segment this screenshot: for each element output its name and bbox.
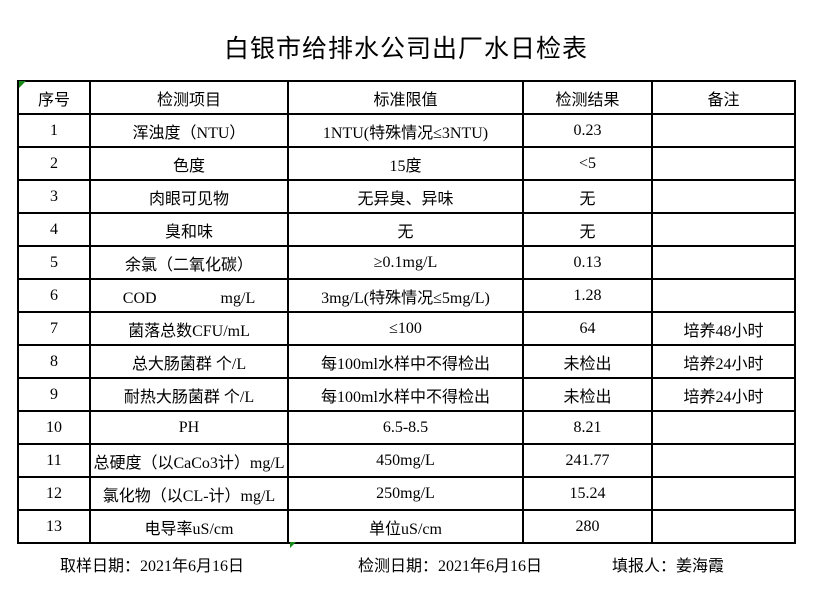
cell-limit: 无异臭、异味 xyxy=(287,179,524,214)
cell-limit: 6.5-8.5 xyxy=(287,410,524,445)
table-row: 1 浑浊度（NTU） 1NTU(特殊情况≤3NTU) 0.23 xyxy=(17,113,796,148)
cell-result: 280 xyxy=(522,509,653,544)
cell-note xyxy=(651,245,796,280)
footer: 取样日期：2021年6月16日 检测日期：2021年6月16日 填报人：姜海霞 xyxy=(0,552,827,575)
column-header: 序号 xyxy=(17,80,91,115)
cell-item: 耐热大肠菌群 个/L xyxy=(89,377,289,412)
cell-result: 1.28 xyxy=(522,278,653,313)
cell-item: PH xyxy=(89,410,289,445)
cell-no: 6 xyxy=(17,278,91,313)
cell-note xyxy=(651,146,796,181)
cell-note xyxy=(651,410,796,445)
cell-no: 7 xyxy=(17,311,91,346)
table-row: 2 色度 15度 <5 xyxy=(17,146,796,181)
cell-item: 肉眼可见物 xyxy=(89,179,289,214)
cell-result: 8.21 xyxy=(522,410,653,445)
cell-note xyxy=(651,179,796,214)
cell-result: 15.24 xyxy=(522,476,653,511)
table-row: 13 电导率uS/cm 单位uS/cm 280 xyxy=(17,509,796,544)
sampling-date-label: 取样日期：2021年6月16日 xyxy=(60,558,245,575)
cell-result: 未检出 xyxy=(522,344,653,379)
cell-no: 3 xyxy=(17,179,91,214)
cell-result: 64 xyxy=(522,311,653,346)
cell-no: 8 xyxy=(17,344,91,379)
cell-no: 11 xyxy=(17,443,91,478)
cell-item: 余氯（二氧化碳） xyxy=(89,245,289,280)
cell-no: 2 xyxy=(17,146,91,181)
table-row: 5 余氯（二氧化碳） ≥0.1mg/L 0.13 xyxy=(17,245,796,280)
cell-limit: 450mg/L xyxy=(287,443,524,478)
cell-no: 1 xyxy=(17,113,91,148)
column-header: 备注 xyxy=(651,80,796,115)
column-header: 检测项目 xyxy=(89,80,289,115)
cell-item: 电导率uS/cm xyxy=(89,509,289,544)
cell-item: COD mg/L xyxy=(89,278,289,313)
cell-item: 总硬度（以CaCo3计）mg/L xyxy=(89,443,289,478)
cell-result: 0.23 xyxy=(522,113,653,148)
table-row: 8 总大肠菌群 个/L 每100ml水样中不得检出 未检出 培养24小时 xyxy=(17,344,796,379)
cell-note: 培养24小时 xyxy=(651,377,796,412)
daily-inspection-table: 序号 检测项目 标准限值 检测结果 备注 1 浑浊度（NTU） 1NTU(特殊情况≤3NTU… xyxy=(17,80,796,544)
cell-limit: 每100ml水样中不得检出 xyxy=(287,344,524,379)
cell-note xyxy=(651,443,796,478)
cell-item: 菌落总数CFU/mL xyxy=(89,311,289,346)
reporter-label: 填报人：姜海霞 xyxy=(612,558,725,575)
cell-limit: 3mg/L(特殊情况≤5mg/L) xyxy=(287,278,524,313)
green-corner-marker-icon xyxy=(19,81,26,88)
cell-item: 色度 xyxy=(89,146,289,181)
cell-result: 无 xyxy=(522,179,653,214)
cell-no: 10 xyxy=(17,410,91,445)
cell-limit: ≥0.1mg/L xyxy=(287,245,524,280)
table-row: 3 肉眼可见物 无异臭、异味无 xyxy=(17,179,796,214)
table-row: 9 耐热大肠菌群 个/L 每100ml水样中不得检出 未检出 培养24小时 xyxy=(17,377,796,412)
cell-note xyxy=(651,278,796,313)
cell-limit: 无 xyxy=(287,212,524,247)
cell-limit: 1NTU(特殊情况≤3NTU) xyxy=(287,113,524,148)
cell-limit: 每100ml水样中不得检出 xyxy=(287,377,524,412)
table-row: 4 臭和味无无 xyxy=(17,212,796,247)
cell-item: 总大肠菌群 个/L xyxy=(89,344,289,379)
cell-item: 浑浊度（NTU） xyxy=(89,113,289,148)
table-body: 1 浑浊度（NTU） 1NTU(特殊情况≤3NTU) 0.23 2 色度 15度 <5 3 肉眼可… xyxy=(17,113,796,544)
cell-note xyxy=(651,509,796,544)
cell-note xyxy=(651,476,796,511)
table-row: 11 总硬度（以CaCo3计）mg/L 450mg/L 241.77 xyxy=(17,443,796,478)
cell-note xyxy=(651,212,796,247)
cell-note: 培养48小时 xyxy=(651,311,796,346)
cell-limit: 15度 xyxy=(287,146,524,181)
header-row: 序号 检测项目 标准限值 检测结果 备注 xyxy=(17,80,796,115)
test-date-label: 检测日期：2021年6月16日 xyxy=(358,558,543,575)
page-title: 白银市给排水公司出厂水日检表 xyxy=(223,36,588,63)
cell-note xyxy=(651,113,796,148)
cell-no: 5 xyxy=(17,245,91,280)
cell-no: 9 xyxy=(17,377,91,412)
cell-result: 未检出 xyxy=(522,377,653,412)
cell-limit: 单位uS/cm xyxy=(287,509,524,544)
cell-limit: ≤100 xyxy=(287,311,524,346)
cell-no: 4 xyxy=(17,212,91,247)
cell-result: 241.77 xyxy=(522,443,653,478)
cell-no: 12 xyxy=(17,476,91,511)
cell-result: 无 xyxy=(522,212,653,247)
green-corner-marker-icon xyxy=(290,542,296,548)
column-header: 标准限值 xyxy=(287,80,524,115)
cell-note: 培养24小时 xyxy=(651,344,796,379)
column-header: 检测结果 xyxy=(522,80,653,115)
table-row: 6 COD mg/L 3mg/L(特殊情况≤5mg/L) 1.28 xyxy=(17,278,796,313)
cell-result: 0.13 xyxy=(522,245,653,280)
cell-item: 臭和味 xyxy=(89,212,289,247)
table-row: 12 氯化物（以CL-计）mg/L 250mg/L 15.24 xyxy=(17,476,796,511)
cell-result: <5 xyxy=(522,146,653,181)
table-row: 10 PH 6.5-8.5 8.21 xyxy=(17,410,796,445)
cell-no: 13 xyxy=(17,509,91,544)
cell-limit: 250mg/L xyxy=(287,476,524,511)
cell-item: 氯化物（以CL-计）mg/L xyxy=(89,476,289,511)
table-row: 7 菌落总数CFU/mL ≤100 64 培养48小时 xyxy=(17,311,796,346)
